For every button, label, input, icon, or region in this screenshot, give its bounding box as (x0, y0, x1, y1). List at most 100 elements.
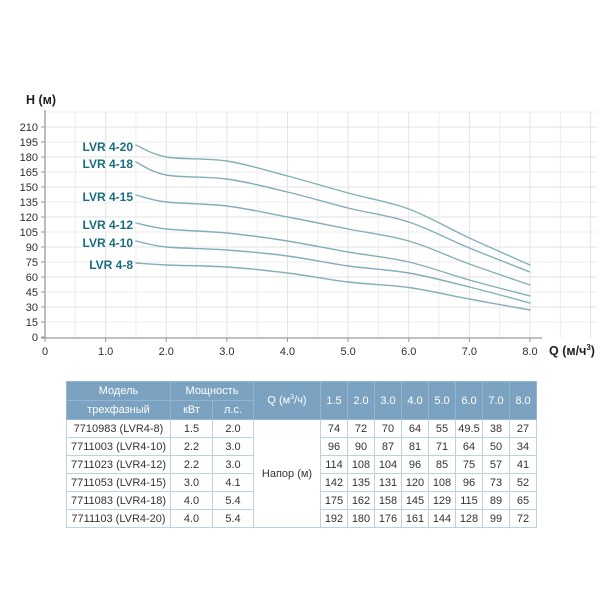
cell-head-value: 64 (401, 419, 429, 438)
y-tick-label: 210 (20, 122, 38, 134)
cell-kw: 2.2 (170, 437, 213, 456)
curve-lvr-4-8 (135, 262, 531, 311)
y-tick-label: 180 (20, 152, 38, 164)
cell-head-value: 162 (347, 491, 375, 510)
cell-head-value: 142 (320, 473, 348, 492)
curve-lvr-4-10 (135, 240, 531, 304)
cell-head-value: 27 (509, 419, 537, 438)
table-row: 7711103 (LVR4-20) 4.0 5.4 192 180 176 161 144 12… (66, 509, 537, 528)
y-tick-label: 30 (26, 302, 38, 314)
table-row: 7711023 (LVR4-12) 2.2 3.0 114 108 104 96 85 75 57… (66, 455, 537, 474)
x-tick-label: 2.0 (159, 346, 174, 358)
cell-kw: 4.0 (170, 509, 213, 528)
cell-head-value: 38 (482, 419, 510, 438)
cell-head-value: 176 (374, 509, 402, 528)
header-flow-4.0: 4.0 (401, 381, 429, 420)
header-flow-7.0: 7.0 (482, 381, 510, 420)
header-flow-8.0: 8.0 (509, 381, 537, 420)
cell-head-value: 96 (455, 473, 483, 492)
pump-spec-table: Модель Мощность Q (м3/ч) 1.5 2.0 3.0 4.0 5.0 6.0… (66, 381, 537, 528)
header-flow-2.0: 2.0 (347, 381, 375, 420)
x-tick-label: 6.0 (401, 346, 416, 358)
cell-head-value: 175 (320, 491, 348, 510)
cell-head-value: 55 (428, 419, 456, 438)
table-row: 7711083 (LVR4-18) 4.0 5.4 175 162 158 145 129 11… (66, 491, 537, 510)
cell-model: 7711003 (LVR4-10) (66, 437, 171, 456)
y-tick-label: 45 (26, 287, 38, 299)
y-tick-label: 90 (26, 242, 38, 254)
curve-lvr-4-20 (135, 144, 531, 266)
cell-kw: 2.2 (170, 455, 213, 474)
cell-head-value: 70 (374, 419, 402, 438)
cell-head-value: 73 (482, 473, 510, 492)
cell-head-value: 144 (428, 509, 456, 528)
curve-lvr-4-15 (135, 194, 531, 286)
pump-curves-chart: 0 15 30 45 60 75 90 105 120 135 150 165 180 195 210 0 1.… (20, 93, 597, 358)
header-model: Модель (66, 381, 171, 401)
header-hp: л.с. (212, 400, 254, 420)
curve-label: LVR 4-15 (83, 190, 134, 204)
header-flow-3.0: 3.0 (374, 381, 402, 420)
header-flow-unit: Q (м3/ч) (253, 381, 321, 420)
header-flow-1.5: 1.5 (320, 381, 348, 420)
y-tick-label: 75 (26, 257, 38, 269)
cell-hp: 4.1 (212, 473, 254, 492)
cell-head-value: 128 (455, 509, 483, 528)
cell-model: 7711083 (LVR4-18) (66, 491, 171, 510)
header-flow-5.0: 5.0 (428, 381, 456, 420)
curve-label: LVR 4-8 (89, 258, 133, 272)
curve-lvr-4-12 (135, 222, 531, 297)
cell-head-value: 114 (320, 455, 348, 474)
cell-kw: 3.0 (170, 473, 213, 492)
cell-head-value: 50 (482, 437, 510, 456)
cell-head-value: 96 (320, 437, 348, 456)
cell-head-value: 129 (428, 491, 456, 510)
cell-head-value: 145 (401, 491, 429, 510)
cell-head-value: 52 (509, 473, 537, 492)
y-tick-label: 60 (26, 272, 38, 284)
header-kw: кВт (170, 400, 213, 420)
cell-head-value: 161 (401, 509, 429, 528)
x-tick-label: 7.0 (462, 346, 477, 358)
cell-model: 7710983 (LVR4-8) (66, 419, 171, 438)
curve-label: LVR 4-20 (83, 140, 134, 154)
y-tick-label: 165 (20, 167, 38, 179)
x-tick-label: 4.0 (280, 346, 295, 358)
cell-head-value: 108 (428, 473, 456, 492)
cell-hp: 2.0 (212, 419, 254, 438)
cell-head-value: 85 (428, 455, 456, 474)
cell-hp: 3.0 (212, 455, 254, 474)
cell-model: 7711103 (LVR4-20) (66, 509, 171, 528)
y-tick-label: 195 (20, 137, 38, 149)
header-model-phase: трехфазный (66, 400, 171, 420)
cell-model: 7711053 (LVR4-15) (66, 473, 171, 492)
cell-head-value: 81 (401, 437, 429, 456)
table-row: 7710983 (LVR4-8) 1.5 2.0 Напор (м) 74 72 70 64 5… (66, 419, 537, 528)
cell-head-value: 90 (347, 437, 375, 456)
cell-head-value: 192 (320, 509, 348, 528)
y-tick-label: 0 (32, 332, 38, 344)
axes: 0 15 30 45 60 75 90 105 120 135 150 165 180 195 210 0 1.… (20, 93, 595, 358)
header-power: Мощность (170, 381, 254, 401)
curve-label: LVR 4-10 (83, 236, 134, 250)
cell-head-value: 99 (482, 509, 510, 528)
x-tick-label: 8.0 (522, 346, 537, 358)
cell-head-value: 104 (374, 455, 402, 474)
cell-kw: 4.0 (170, 491, 213, 510)
y-tick-label: 105 (20, 227, 38, 239)
x-tick-label: 5.0 (340, 346, 355, 358)
table-row: 7711053 (LVR4-15) 3.0 4.1 142 135 131 120 108 96… (66, 473, 537, 492)
grid (45, 111, 597, 338)
cell-head-value: 115 (455, 491, 483, 510)
y-tick-label: 15 (26, 317, 38, 329)
y-tick-label: 150 (20, 182, 38, 194)
y-tick-label: 135 (20, 197, 38, 209)
cell-head-value: 120 (401, 473, 429, 492)
curve-lvr-4-18 (135, 161, 531, 273)
cell-head-value: 75 (455, 455, 483, 474)
cell-head-value: 72 (347, 419, 375, 438)
cell-head-value: 74 (320, 419, 348, 438)
table-row: 7711003 (LVR4-10) 2.2 3.0 96 90 87 81 71 64 50 34 (66, 437, 537, 456)
cell-head-value: 89 (482, 491, 510, 510)
